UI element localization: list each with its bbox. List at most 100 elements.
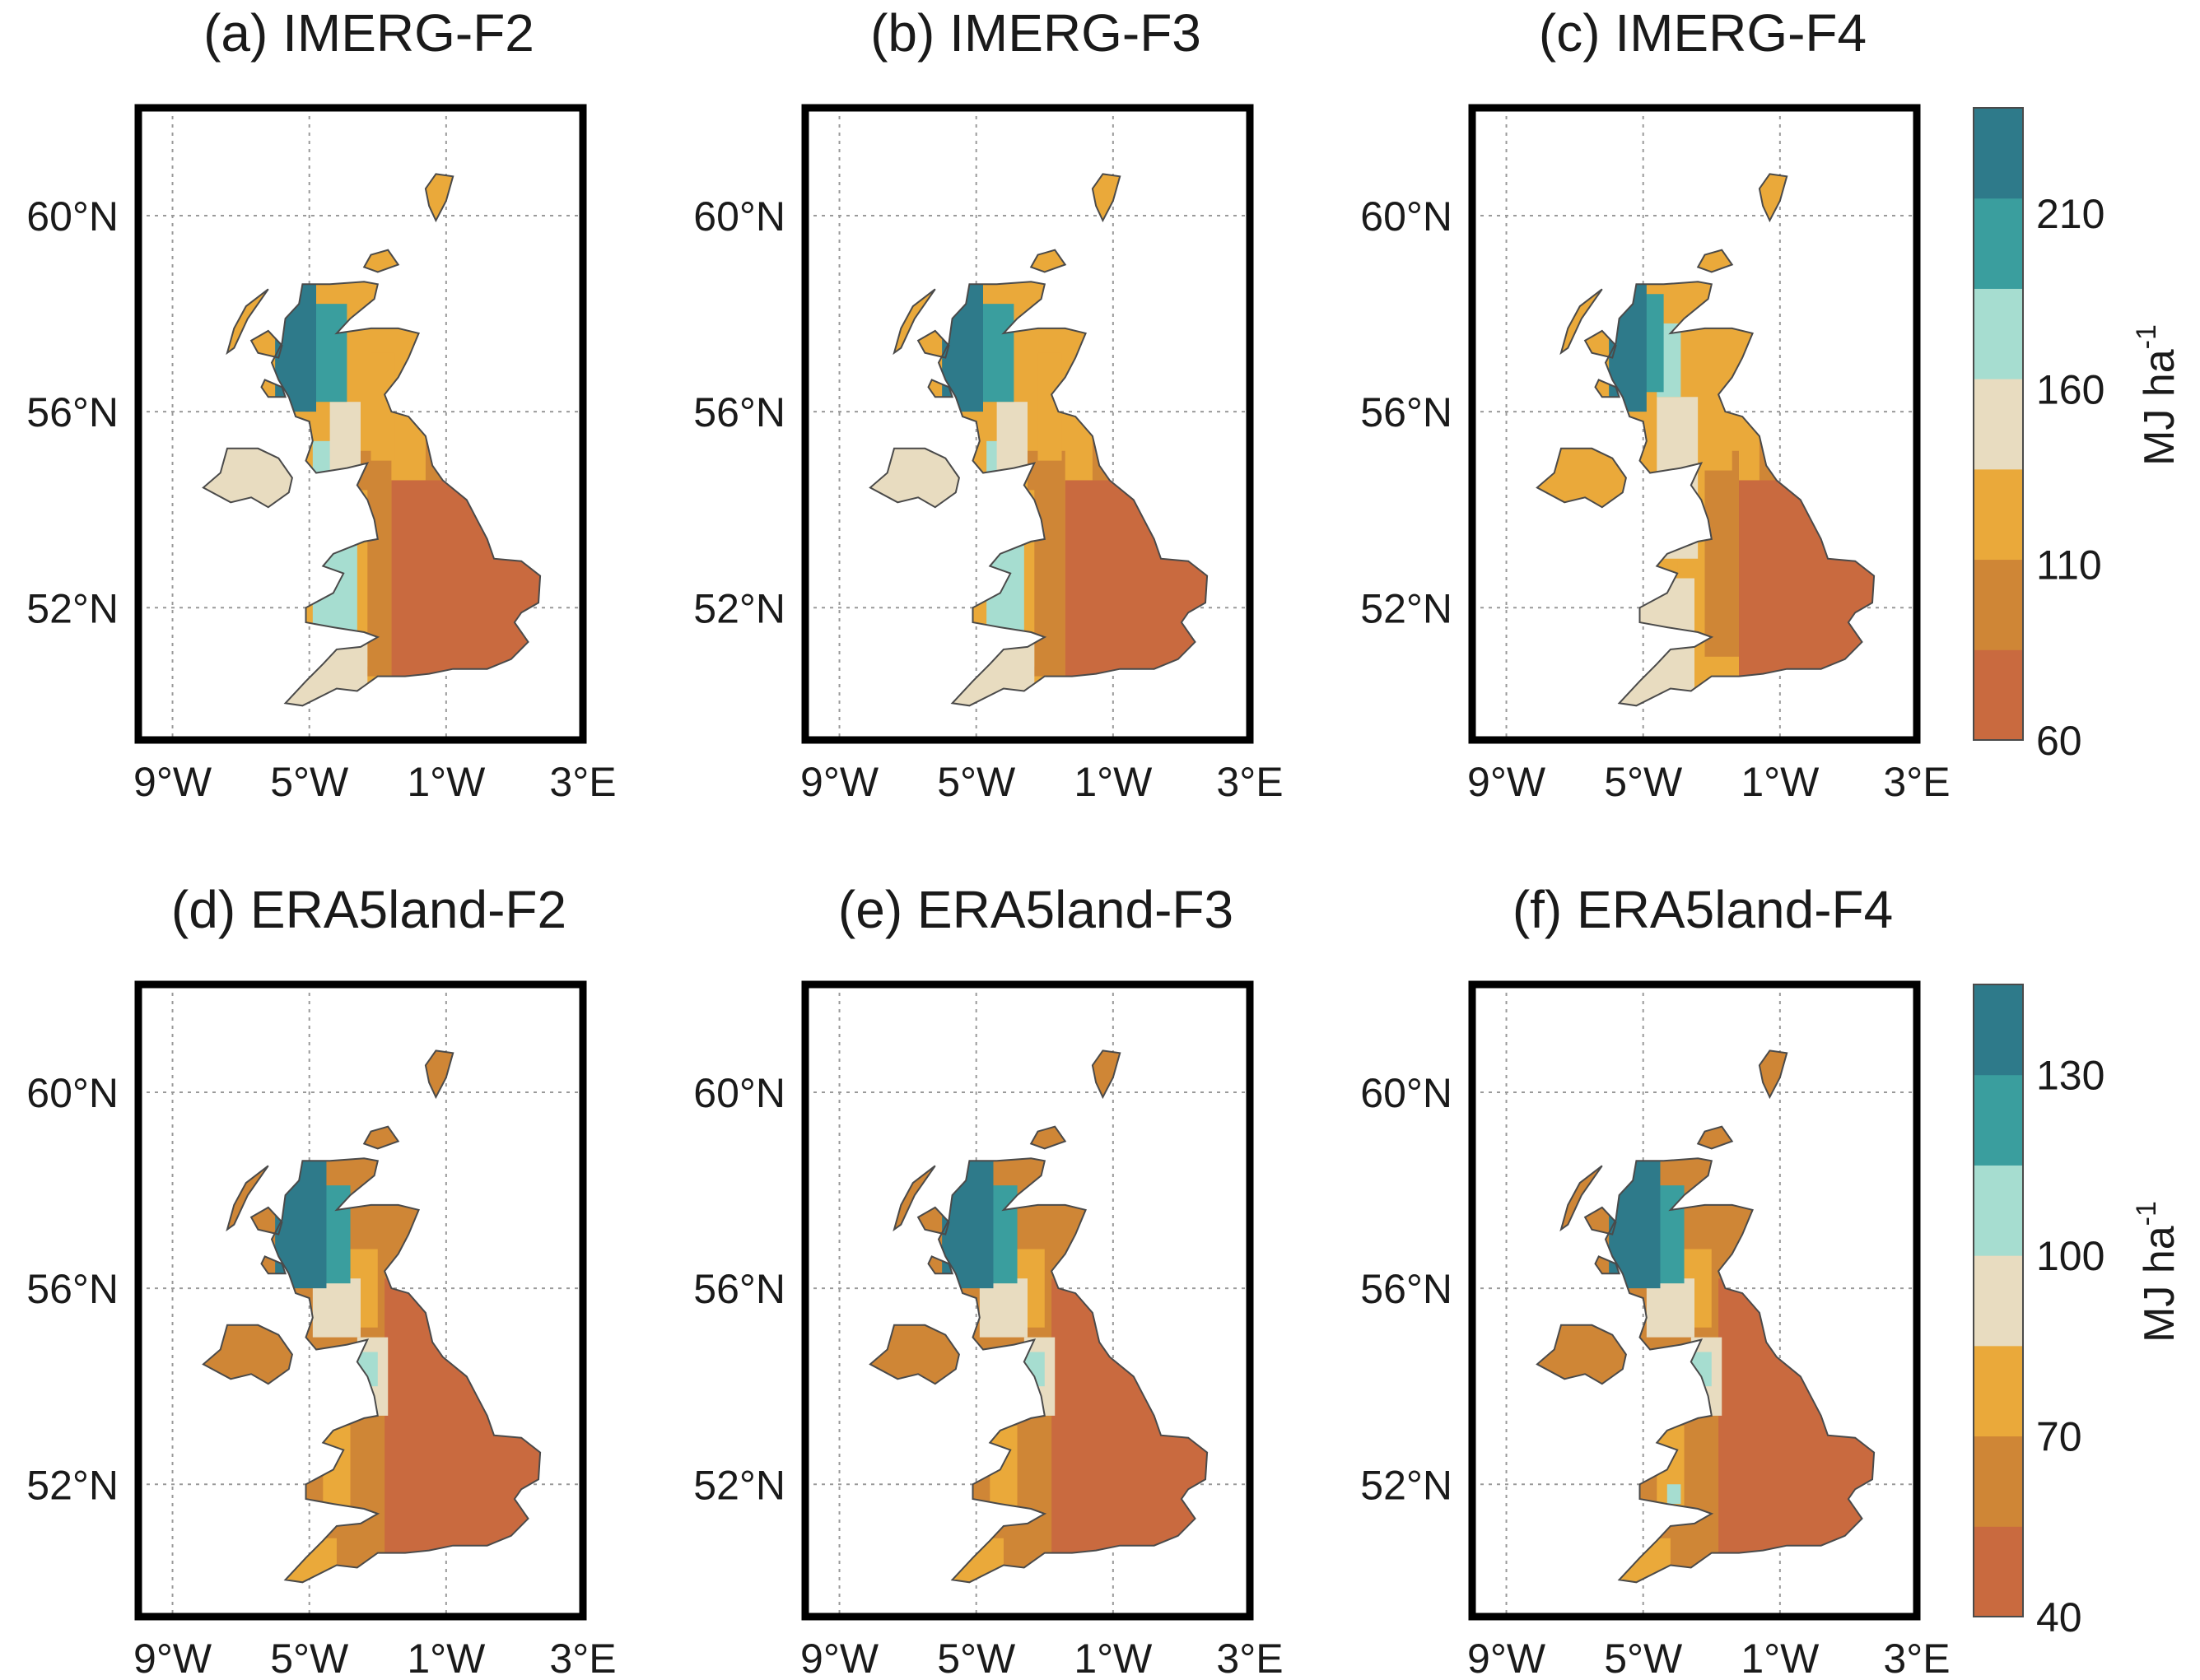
rainfall-zone-cream — [996, 402, 1028, 471]
coast-outline — [1594, 379, 1620, 398]
colorbar-swatch — [1974, 649, 2023, 741]
panel-title: (e) ERA5land-F3 — [838, 880, 1233, 939]
colorbar-bottom: MJ ha-1 130 100 70 40 — [1973, 984, 2184, 1640]
x-tick-label: 3°E — [549, 1636, 616, 1680]
y-tick-label: 52°N — [1360, 1462, 1452, 1508]
colorbar-tick-label: 60 — [2036, 718, 2082, 764]
x-tick-label: 9°W — [1467, 1636, 1546, 1680]
landmass — [203, 174, 541, 706]
rainfall-zone-cream — [329, 402, 361, 471]
coast-outline — [202, 447, 293, 509]
y-tick-label: 52°N — [1360, 585, 1452, 631]
x-tick-label: 9°W — [133, 759, 212, 805]
coast-outline — [916, 329, 950, 359]
landmass — [1536, 174, 1875, 706]
coast-outline — [869, 447, 960, 509]
coast-outline — [226, 1165, 269, 1232]
coast-outline — [1758, 1049, 1788, 1100]
coast-outline — [226, 288, 269, 356]
x-tick-label: 5°W — [937, 759, 1016, 805]
y-tick-label: 56°N — [26, 389, 119, 435]
coast-outline — [893, 288, 936, 356]
map-frame — [1468, 980, 1921, 1621]
rainfall-zone-cream — [979, 1278, 1028, 1338]
x-tick-label: 9°W — [133, 1636, 212, 1680]
x-tick-label: 1°W — [407, 759, 486, 805]
colorbar-swatch — [1974, 468, 2023, 561]
y-tick-label: 56°N — [1360, 389, 1452, 435]
colorbar-swatch — [1974, 1165, 2023, 1256]
x-tick-label: 5°W — [937, 1636, 1016, 1680]
colorbar-swatch — [1974, 1074, 2023, 1166]
rainfall-zone-light-teal — [312, 440, 357, 642]
rainfall-zone-orange — [1092, 328, 1148, 481]
coast-outline — [270, 281, 542, 707]
colorbar-frame — [1973, 107, 2024, 741]
x-tick-label: 3°E — [1883, 759, 1950, 805]
rainfall-zone-amber — [371, 352, 395, 461]
panel-title: (b) IMERG-F3 — [870, 3, 1201, 63]
rainfall-zone-light-teal — [357, 1352, 378, 1387]
panel-title: (f) ERA5land-F4 — [1512, 880, 1893, 939]
panel-a: (a) IMERG-F2 9°W 5°W 1°W 3°E 60°N 56°N 52°N — [26, 3, 616, 805]
colorbar-swatch — [1974, 1345, 2023, 1437]
colorbar-swatch — [1974, 198, 2023, 289]
panel-b: (b) IMERG-F3 9°W 5°W 1°W 3°E 60°N 56°N 52°N — [693, 3, 1283, 805]
coast-outline — [927, 379, 953, 398]
panel-title: (a) IMERG-F2 — [203, 3, 534, 63]
coast-outline — [202, 1324, 293, 1385]
coast-outline — [1594, 1255, 1620, 1275]
landmass — [869, 1050, 1208, 1583]
coast-outline — [1583, 329, 1617, 359]
rainfall-zone-cream — [1646, 1278, 1694, 1338]
coast-outline — [1696, 249, 1734, 273]
y-tick-label: 60°N — [693, 1070, 785, 1116]
y-tick-label: 60°N — [26, 193, 119, 240]
colorbar-tick-label: 100 — [2036, 1233, 2104, 1279]
x-tick-label: 3°E — [1883, 1636, 1950, 1680]
panel-title: (c) IMERG-F4 — [1539, 3, 1867, 63]
map-frame — [801, 980, 1254, 1621]
coast-outline — [1029, 249, 1067, 273]
colorbar-tick-label: 110 — [2036, 542, 2102, 589]
x-tick-label: 5°W — [270, 1636, 349, 1680]
rainfall-zone-rust — [1739, 480, 1875, 677]
rainfall-zone-cream — [282, 641, 368, 706]
x-tick-label: 1°W — [1741, 1636, 1820, 1680]
coast-outline — [1091, 1049, 1121, 1100]
coast-outline — [1559, 1165, 1603, 1232]
rainfall-zone-light-teal — [1666, 1484, 1681, 1505]
rainfall-zone-cream — [949, 641, 1035, 706]
rainfall-zone-orange — [1704, 450, 1739, 657]
y-tick-label: 60°N — [693, 193, 785, 240]
x-tick-label: 1°W — [407, 1636, 486, 1680]
colorbar-swatch — [1974, 1255, 2023, 1347]
coastline — [1536, 1049, 1876, 1584]
coast-outline — [260, 379, 287, 398]
x-tick-label: 1°W — [1074, 1636, 1153, 1680]
coast-outline — [1583, 1206, 1617, 1236]
rainfall-zone-rust — [1065, 480, 1208, 677]
colorbar-tick-label: 40 — [2036, 1594, 2082, 1640]
coast-outline — [1758, 173, 1788, 223]
map-frame — [801, 104, 1254, 744]
colorbar-swatch — [1974, 1436, 2023, 1527]
map-frame — [134, 104, 587, 744]
colorbar-swatch — [1974, 288, 2023, 379]
coastline — [202, 173, 542, 707]
x-tick-label: 9°W — [800, 759, 879, 805]
x-tick-label: 9°W — [800, 1636, 879, 1680]
x-tick-label: 9°W — [1467, 759, 1546, 805]
x-tick-label: 1°W — [1074, 759, 1153, 805]
rainfall-zone-teal — [312, 304, 347, 403]
coast-outline — [1536, 447, 1627, 509]
map-frame — [1468, 104, 1921, 744]
coast-outline — [893, 1165, 936, 1232]
coast-outline — [270, 1157, 542, 1584]
coast-outline — [424, 1049, 454, 1100]
rainfall-zone-light-teal — [1690, 1352, 1712, 1387]
panel-c: (c) IMERG-F4 9°W 5°W 1°W 3°E 60°N 56°N 52°N — [1360, 3, 1950, 805]
coast-outline — [362, 1125, 400, 1150]
rainfall-zone-cream — [1657, 397, 1699, 559]
